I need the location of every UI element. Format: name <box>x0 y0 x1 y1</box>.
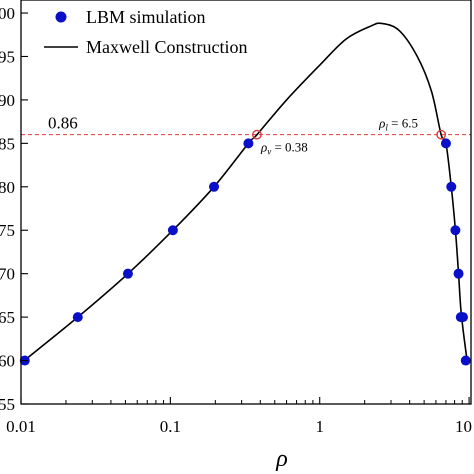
data-point <box>457 312 468 323</box>
x-tick-label: 1 <box>315 417 324 436</box>
series-line-maxwell-construction <box>23 22 468 362</box>
coexistence-label-value: = 0.38 <box>271 140 308 155</box>
axes-ticks: 0.01 0.1 1 10 0.55 0.60 0.65 0.70 0.75 0.80 0.85 0.… <box>0 4 472 436</box>
y-tick-label: 0.85 <box>0 134 15 153</box>
legend-marker-lbm <box>55 11 67 23</box>
coexistence-label-subscript: v <box>267 147 271 157</box>
coexistence-label-subscript: l <box>385 123 388 133</box>
coexistence-point <box>436 129 447 140</box>
data-point <box>209 181 220 192</box>
y-tick-label: 0.90 <box>0 91 15 110</box>
plot-frame <box>20 0 472 405</box>
data-point <box>243 138 254 149</box>
coexistence-label-symbol: ρ <box>260 140 267 155</box>
y-tick-label: 0.95 <box>0 47 15 66</box>
coexistence-label-value: = 6.5 <box>388 116 418 131</box>
data-point <box>440 138 451 149</box>
x-tick-label: 10 <box>455 417 472 436</box>
data-point <box>122 268 133 279</box>
y-tick-label: 1.00 <box>0 4 15 23</box>
y-tick-label: 0.70 <box>0 265 15 284</box>
x-tick-label: 0.01 <box>6 417 36 436</box>
y-tick-label: 0.75 <box>0 221 15 240</box>
y-tick-label: 0.80 <box>0 178 15 197</box>
x-tick-label: 0.1 <box>160 417 181 436</box>
reference-line-label: 0.86 <box>48 114 78 133</box>
y-tick-label: 0.65 <box>0 308 15 327</box>
legend: LBM simulation Maxwell Construction <box>44 7 247 57</box>
x-axis-label: ρ <box>275 446 288 472</box>
coexistence-label-symbol: ρ <box>378 116 385 131</box>
data-point <box>460 355 471 366</box>
data-point <box>446 181 457 192</box>
coexistence-label: ρl = 6.5 <box>378 116 418 133</box>
data-point <box>450 225 461 236</box>
legend-label-lbm: LBM simulation <box>86 7 206 27</box>
data-point <box>453 268 464 279</box>
y-tick-label: 0.60 <box>0 352 15 371</box>
data-point <box>167 225 178 236</box>
coexistence-label: ρv = 0.38 <box>260 140 308 157</box>
data-point <box>72 312 83 323</box>
y-tick-label: 0.55 <box>0 395 15 414</box>
coexistence-point <box>252 129 262 140</box>
legend-label-maxwell: Maxwell Construction <box>86 37 247 57</box>
